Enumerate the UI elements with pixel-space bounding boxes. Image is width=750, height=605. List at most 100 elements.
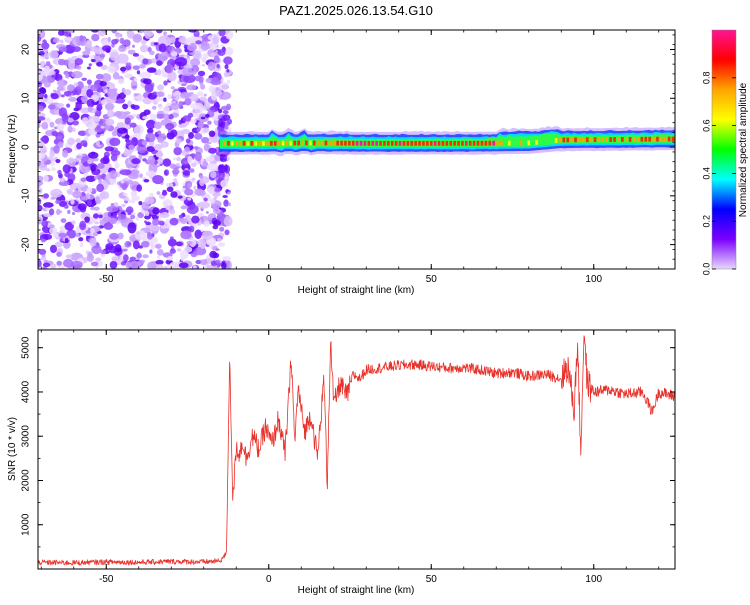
noise-speckle (64, 237, 69, 244)
snr-y-tick-label: 5000 (21, 336, 32, 359)
noise-speckle (38, 116, 46, 121)
ridge-core (632, 136, 636, 142)
spectrogram-frame (37, 29, 676, 270)
ridge-core (558, 137, 562, 143)
noise-speckle (97, 162, 105, 169)
noise-speckle (100, 157, 110, 165)
noise-speckle (49, 224, 55, 229)
noise-speckle (125, 206, 134, 215)
noise-speckle (210, 171, 217, 179)
noise-speckle (169, 163, 177, 169)
noise-speckle (223, 72, 230, 78)
snr-plot-area (38, 330, 675, 569)
noise-speckle (118, 92, 127, 99)
noise-speckle (163, 113, 171, 121)
colorbar-label: Normalized spectral amplitude (738, 82, 749, 217)
noise-speckle (156, 255, 161, 259)
noise-speckle (114, 162, 120, 169)
noise-speckle (38, 259, 42, 268)
spectrogram-panel: -50 0 50 100 -20 -10 0 10 20 Height of straight … (7, 29, 676, 296)
noise-speckle (51, 130, 59, 137)
ridge-core (609, 137, 612, 142)
noise-speckle (121, 203, 126, 208)
ridge-core (312, 140, 316, 146)
noise-speckle (150, 100, 155, 103)
noise-speckle (82, 50, 91, 56)
noise-speckle (163, 31, 167, 36)
ridge-core (223, 140, 226, 146)
noise-speckle (85, 39, 93, 48)
noise-speckle (156, 113, 165, 119)
noise-speckle (135, 216, 140, 221)
noise-speckle (87, 159, 92, 165)
noise-speckle (47, 104, 56, 110)
ridge-core (231, 140, 234, 146)
ridge-core (359, 140, 363, 146)
noise-speckle (68, 97, 78, 102)
noise-speckle (95, 140, 101, 146)
noise-speckle (57, 30, 65, 36)
noise-speckle (191, 193, 196, 197)
ridge-core (340, 140, 343, 146)
noise-speckle (131, 104, 140, 110)
noise-speckle (66, 188, 73, 194)
noise-speckle (106, 206, 119, 213)
noise-speckle (67, 125, 73, 133)
noise-speckle (116, 122, 125, 128)
ridge-core (601, 137, 605, 142)
noise-speckle (155, 151, 164, 158)
noise-speckle (149, 113, 158, 120)
noise-speckle (65, 73, 70, 79)
noise-speckle (169, 103, 180, 111)
noise-speckle (149, 225, 161, 232)
noise-speckle (142, 116, 149, 120)
noise-speckle (90, 84, 99, 92)
noise-speckle (84, 216, 90, 223)
noise-speckle (200, 84, 206, 90)
ridge-core (652, 136, 655, 142)
noise-speckle (178, 214, 184, 219)
noise-speckle (57, 169, 62, 175)
noise-speckle (79, 35, 84, 42)
noise-speckle (96, 87, 104, 93)
noise-speckle (77, 130, 87, 136)
noise-speckle (182, 67, 194, 77)
noise-speckle (177, 195, 183, 199)
noise-speckle (117, 232, 124, 240)
noise-speckle (44, 65, 50, 71)
noise-speckle (160, 133, 166, 138)
noise-speckle (59, 176, 66, 183)
noise-speckle (137, 260, 144, 266)
noise-speckle (75, 138, 81, 144)
noise-speckle (149, 50, 155, 56)
noise-speckle (146, 146, 155, 152)
noise-speckle (193, 185, 197, 190)
noise-speckle (166, 186, 174, 193)
ridge-core (285, 140, 289, 146)
noise-speckle (67, 57, 72, 62)
ridge-core (507, 140, 511, 146)
noise-speckle (197, 201, 211, 209)
noise-speckle (54, 73, 63, 82)
noise-speckle (126, 163, 134, 169)
noise-speckle (120, 261, 126, 266)
ridge-core (336, 140, 339, 146)
noise-speckle (109, 260, 118, 269)
noise-speckle (40, 137, 47, 142)
noise-speckle (221, 261, 227, 269)
noise-speckle (71, 71, 83, 79)
noise-speckle (102, 217, 110, 223)
noise-speckle (71, 211, 76, 216)
noise-speckle (186, 240, 193, 245)
noise-speckle (184, 246, 193, 253)
ridge-core (519, 140, 523, 146)
noise-speckle (54, 241, 63, 248)
noise-speckle (111, 130, 118, 137)
spectrogram-y-tick-label: 0 (21, 144, 32, 150)
colorbar-tick-label: 0.0 (701, 263, 711, 276)
ridge-core (402, 140, 406, 146)
noise-speckle (151, 58, 157, 64)
ridge-core (671, 136, 675, 142)
noise-speckle (142, 254, 149, 259)
snr-y-tick-label: 3000 (21, 425, 32, 448)
